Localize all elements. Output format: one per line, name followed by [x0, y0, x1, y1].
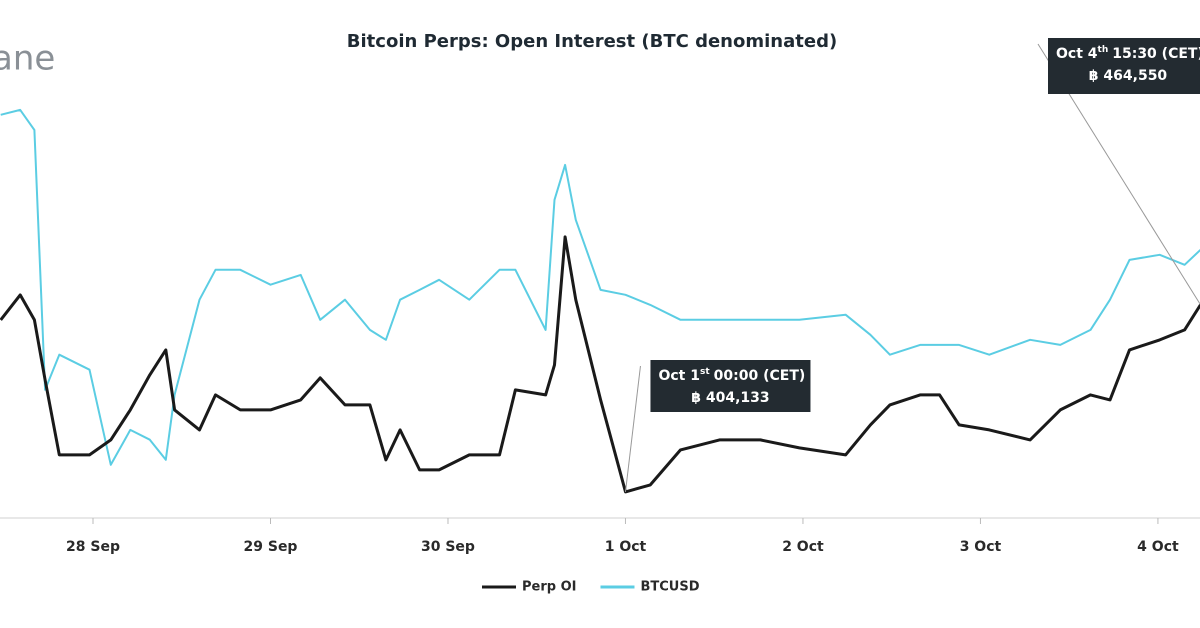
- annotation-date: Oct 1: [658, 368, 700, 384]
- annotation-time: Oct 4th 15:30 (CET): [1056, 45, 1200, 63]
- x-tick-label: 2 Oct: [782, 539, 824, 555]
- x-tick-label: 28 Sep: [66, 539, 120, 555]
- annotation-suffix: th: [1098, 45, 1109, 55]
- annotation-clock: 00:00 (CET): [714, 368, 806, 384]
- series-line: [0, 235, 1200, 494]
- annotation: Oct 4th 15:30 (CET) ฿ 464,550: [1037, 38, 1200, 305]
- x-tick-label: 30 Sep: [421, 539, 475, 555]
- x-tick-label: 1 Oct: [605, 539, 647, 555]
- annotation-time: Oct 1st 00:00 (CET): [658, 367, 805, 385]
- annotation-clock: 15:30 (CET): [1112, 46, 1200, 62]
- annotation-suffix: st: [700, 367, 710, 377]
- watermark: ane: [0, 39, 55, 79]
- annotation-value: ฿ 464,550: [1089, 68, 1168, 84]
- annotation-box: [1048, 38, 1200, 94]
- x-tick-label: 3 Oct: [960, 539, 1002, 555]
- annotation-date: Oct 4: [1056, 46, 1098, 62]
- annotation: Oct 1st 00:00 (CET) ฿ 404,133: [624, 360, 811, 492]
- x-tick-label: 29 Sep: [244, 539, 298, 555]
- legend-label: BTCUSD: [640, 580, 699, 595]
- annotation-value: ฿ 404,133: [691, 390, 769, 406]
- annotation-leader: [624, 365, 641, 492]
- x-tick-label: 4 Oct: [1137, 539, 1179, 555]
- series-line: [0, 108, 1200, 466]
- legend-label: Perp OI: [522, 580, 576, 595]
- chart-title: Bitcoin Perps: Open Interest (BTC denomi…: [347, 31, 837, 52]
- annotation-box: [650, 360, 811, 412]
